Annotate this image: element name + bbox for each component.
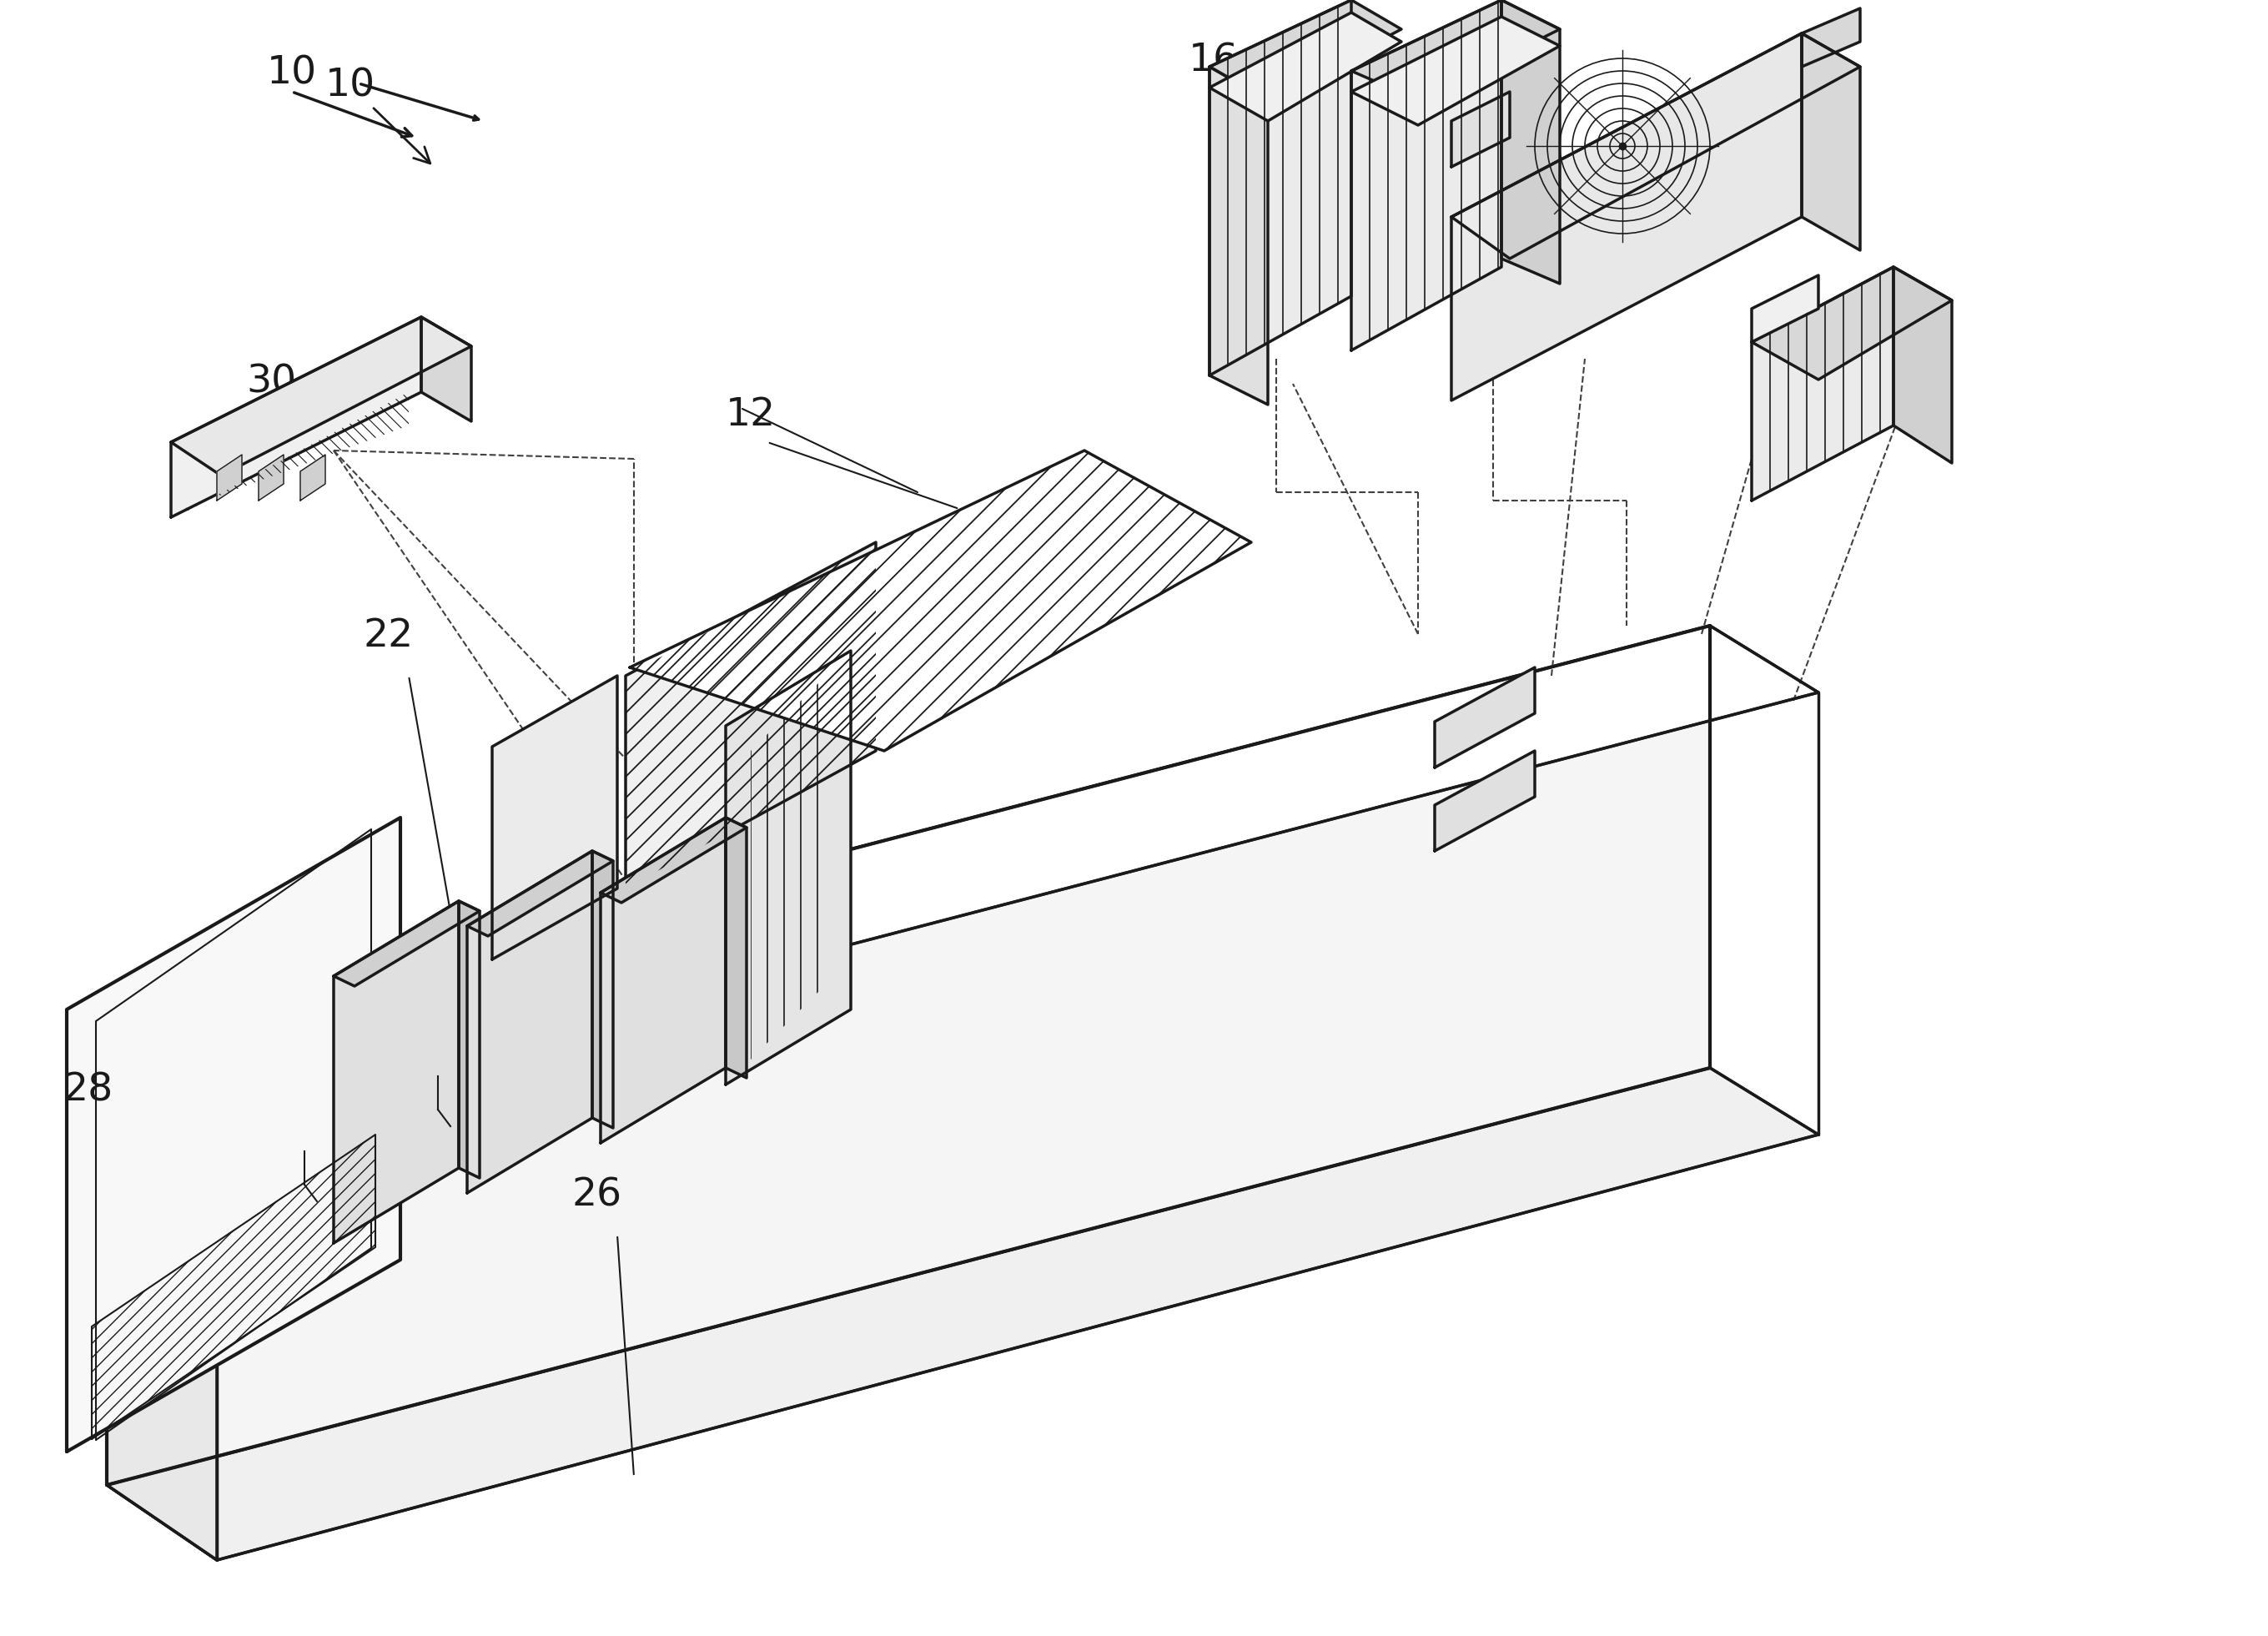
Polygon shape [1801,33,1860,250]
Polygon shape [1894,267,1953,463]
Polygon shape [218,455,243,501]
Polygon shape [333,901,458,1243]
Polygon shape [1352,16,1560,124]
Polygon shape [1501,0,1560,283]
Polygon shape [1751,267,1894,501]
Polygon shape [66,818,401,1451]
Polygon shape [1452,33,1801,401]
Text: 30: 30 [245,363,297,401]
Polygon shape [458,901,479,1178]
Polygon shape [467,851,612,936]
Polygon shape [726,818,746,1078]
Text: 22: 22 [363,617,413,654]
Polygon shape [626,542,875,888]
Polygon shape [333,901,479,987]
Polygon shape [1209,0,1402,100]
Polygon shape [1352,0,1501,350]
Polygon shape [1751,275,1819,342]
Polygon shape [1801,8,1860,67]
Polygon shape [631,450,1252,751]
Polygon shape [170,317,472,476]
Polygon shape [1209,13,1402,121]
Polygon shape [259,455,284,501]
Polygon shape [601,818,746,903]
Polygon shape [170,317,422,517]
Text: 26: 26 [572,1176,621,1214]
Text: 10: 10 [324,67,431,164]
Polygon shape [1436,667,1535,767]
Polygon shape [107,1042,218,1561]
Polygon shape [1452,33,1860,258]
Polygon shape [1209,67,1268,404]
Polygon shape [726,651,850,1085]
Text: 10: 10 [268,54,318,92]
Polygon shape [107,1068,1819,1561]
Polygon shape [467,851,592,1193]
Polygon shape [1209,0,1352,375]
Text: 16: 16 [1188,41,1238,79]
Text: 24: 24 [721,875,771,913]
Polygon shape [601,818,726,1144]
Text: 20: 20 [1769,380,1819,417]
Polygon shape [492,676,617,959]
Text: 14: 14 [1590,237,1640,275]
Polygon shape [422,317,472,422]
Text: 18: 18 [1313,41,1363,79]
Text: 12: 12 [726,396,776,434]
Polygon shape [1352,0,1560,100]
Polygon shape [1452,92,1510,167]
Text: 28: 28 [64,1072,113,1109]
Polygon shape [1436,751,1535,851]
Polygon shape [299,455,324,501]
Polygon shape [1751,267,1953,380]
Polygon shape [107,625,1710,1485]
Polygon shape [107,625,1819,1109]
Polygon shape [592,851,612,1127]
